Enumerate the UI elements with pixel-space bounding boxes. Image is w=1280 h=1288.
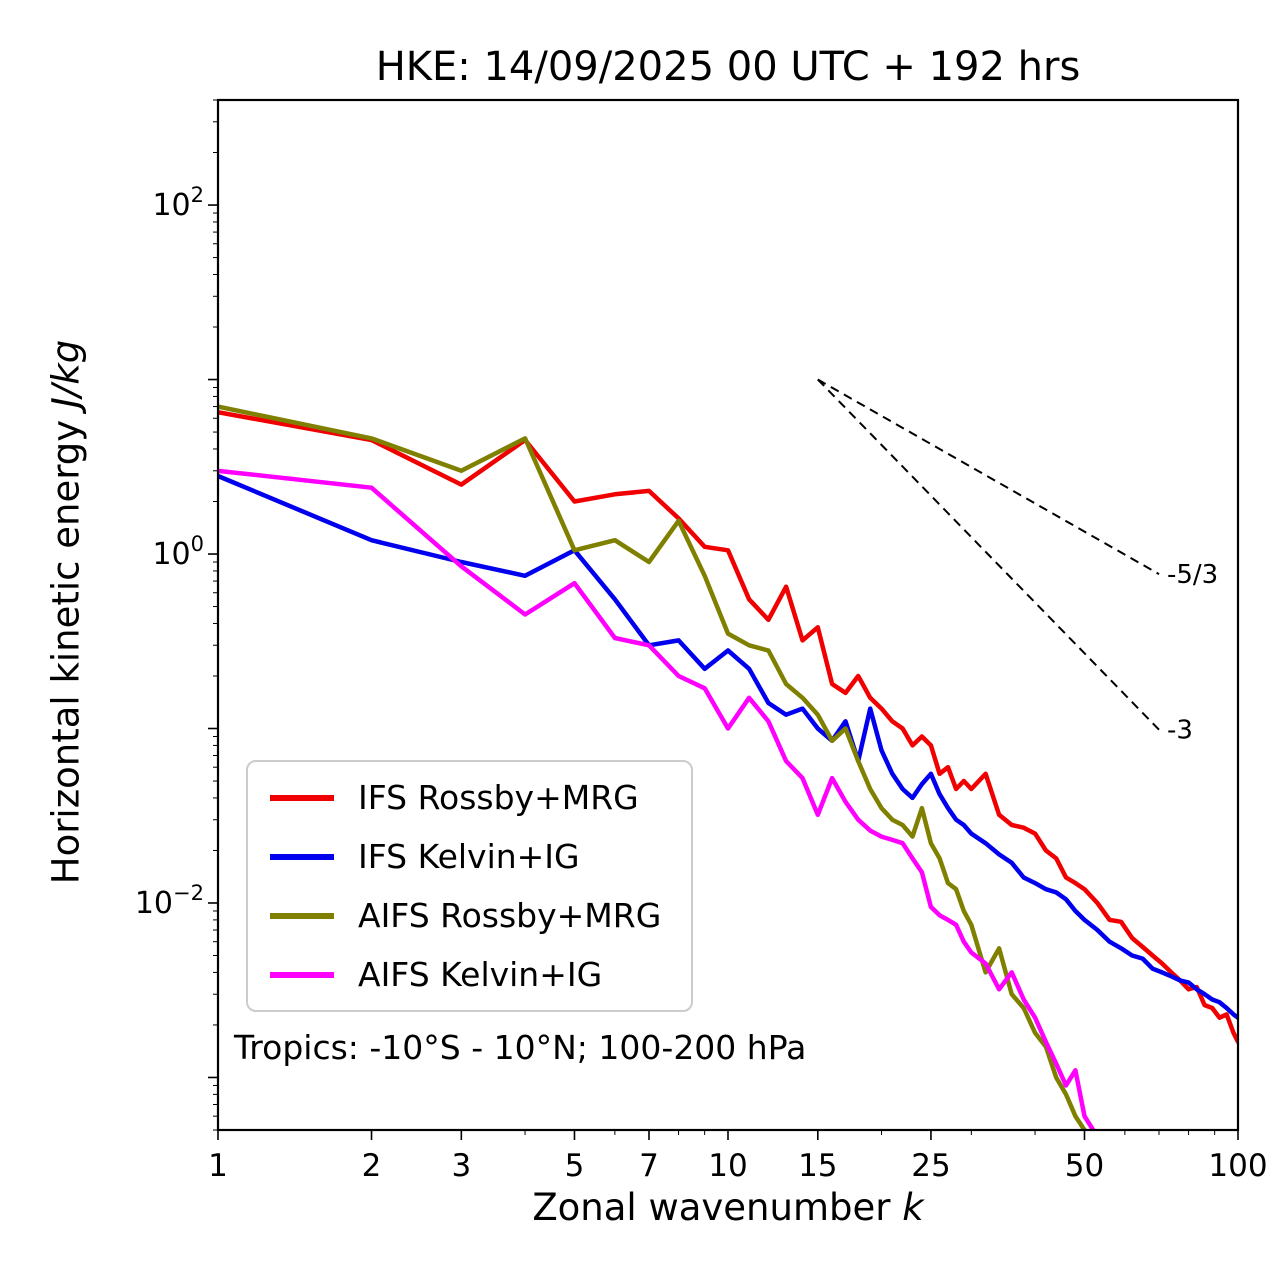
- legend-item-aifs-rossby-mrg: AIFS Rossby+MRG: [270, 896, 661, 935]
- svg-text:100: 100: [1208, 1148, 1267, 1184]
- x-axis-label-text: Zonal wavenumber: [532, 1186, 903, 1229]
- legend-swatch-red-line: [270, 794, 334, 801]
- legend-label: IFS Rossby+MRG: [358, 778, 639, 817]
- x-axis-label: Zonal wavenumber k: [218, 1186, 1238, 1229]
- y-axis-label-text: Horizontal kinetic energy: [44, 408, 88, 885]
- svg-text:10−2: 10−2: [135, 881, 204, 921]
- svg-text:100: 100: [152, 532, 204, 572]
- legend-swatch-blue-line: [270, 853, 334, 860]
- legend-label: IFS Kelvin+IG: [358, 837, 580, 876]
- svg-text:1: 1: [208, 1148, 228, 1184]
- reference-slope-lines: -5/3 -3: [817, 378, 1218, 746]
- legend-item-ifs-kelvin-ig: IFS Kelvin+IG: [270, 837, 661, 876]
- legend-item-aifs-kelvin-ig: AIFS Kelvin+IG: [270, 955, 661, 994]
- svg-text:102: 102: [152, 183, 204, 223]
- svg-text:7: 7: [639, 1148, 659, 1184]
- legend-item-ifs-rossby-mrg: IFS Rossby+MRG: [270, 778, 661, 817]
- y-axis-ticks: 102 100 10−2: [135, 99, 218, 1131]
- series-line-1: [218, 473, 1238, 1020]
- plot-spines: [216, 98, 1240, 1132]
- chart-title: HKE: 14/09/2025 00 UTC + 192 hrs: [375, 44, 1081, 90]
- svg-text:3: 3: [451, 1148, 471, 1184]
- series-line-3: [218, 468, 1096, 1130]
- y-axis-label: Horizontal kinetic energy J/kg: [45, 340, 88, 884]
- legend: IFS Rossby+MRG IFS Kelvin+IG AIFS Rossby…: [246, 760, 694, 1012]
- legend-label: AIFS Kelvin+IG: [358, 955, 603, 994]
- legend-swatch-magenta-line: [270, 971, 334, 978]
- slope-label: -3: [1167, 716, 1193, 746]
- svg-text:10: 10: [708, 1148, 747, 1184]
- series-line-2: [218, 404, 1088, 1130]
- legend-swatch-olive-line: [270, 912, 334, 919]
- svg-text:5: 5: [565, 1148, 585, 1184]
- svg-text:2: 2: [362, 1148, 382, 1184]
- legend-label: AIFS Rossby+MRG: [358, 896, 662, 935]
- svg-text:25: 25: [911, 1148, 950, 1184]
- y-axis-label-math: J/kg: [44, 339, 88, 409]
- svg-text:15: 15: [798, 1148, 837, 1184]
- region-annotation: Tropics: -10°S - 10°N; 100-200 hPa: [234, 1028, 807, 1067]
- slope-label: -5/3: [1167, 560, 1218, 590]
- x-axis-ticks: 1 2 3 5 7 10 15 25 50 100: [208, 1130, 1268, 1184]
- series-line-0: [218, 409, 1238, 1045]
- x-axis-label-math: k: [902, 1186, 924, 1229]
- svg-text:50: 50: [1065, 1148, 1104, 1184]
